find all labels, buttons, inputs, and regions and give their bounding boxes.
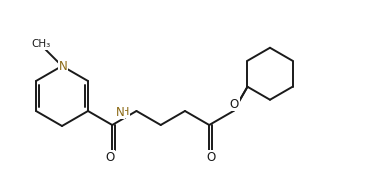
Text: O: O xyxy=(206,151,216,164)
Text: O: O xyxy=(106,151,115,164)
Text: H: H xyxy=(121,107,130,117)
Text: N: N xyxy=(116,105,125,118)
Text: O: O xyxy=(230,98,239,111)
Text: CH₃: CH₃ xyxy=(31,39,51,49)
Text: N: N xyxy=(59,60,68,73)
